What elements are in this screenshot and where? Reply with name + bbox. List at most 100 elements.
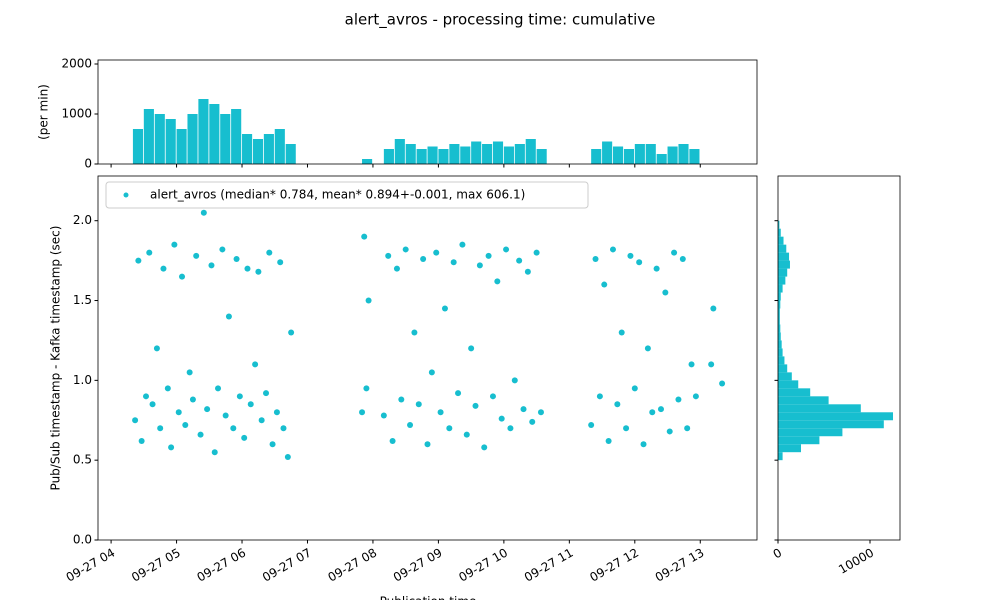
- hist-bar: [778, 404, 861, 413]
- y-tick-label: 1.0: [73, 373, 92, 387]
- hist-bar: [154, 114, 165, 164]
- scatter-point: [424, 441, 431, 448]
- x-tick-label: 10000: [836, 546, 876, 577]
- hist-bar: [231, 109, 242, 164]
- scatter-point: [485, 252, 492, 259]
- scatter-point: [160, 265, 167, 272]
- scatter-point: [153, 345, 160, 352]
- y-axis-label: Pub/Sub timestamp - Kafka timestamp (sec…: [49, 226, 63, 491]
- scatter-point: [258, 417, 265, 424]
- scatter-point: [222, 412, 229, 419]
- scatter-point: [476, 262, 483, 269]
- hist-bar: [460, 146, 471, 164]
- hist-bar: [438, 149, 449, 164]
- scatter-point: [489, 393, 496, 400]
- legend-label: alert_avros (median* 0.784, mean* 0.894+…: [150, 188, 525, 202]
- scatter-point: [459, 241, 466, 248]
- hist-bar: [514, 144, 525, 164]
- y-tick-label: 2.0: [73, 213, 92, 227]
- hist-bar: [778, 300, 781, 309]
- y-tick-label: 0.0: [73, 533, 92, 547]
- y-tick-label: 1000: [61, 107, 92, 121]
- scatter-point: [171, 241, 178, 248]
- hist-bar: [503, 146, 514, 164]
- scatter-point: [631, 385, 638, 392]
- hist-bar: [689, 149, 700, 164]
- scatter-point: [273, 409, 280, 416]
- scatter-point: [411, 329, 418, 336]
- scatter-point: [601, 281, 608, 288]
- hist-bar: [482, 144, 493, 164]
- hist-bar: [778, 388, 811, 397]
- hist-bar: [778, 268, 788, 277]
- scatter-point: [211, 449, 218, 456]
- scatter-point: [389, 438, 396, 445]
- hist-bar: [778, 372, 792, 381]
- scatter-point: [225, 313, 232, 320]
- hist-bar: [778, 324, 781, 333]
- x-tick-label: 09-27 10: [456, 546, 510, 585]
- hist-bar: [667, 146, 678, 164]
- x-tick-label: 09-27 07: [260, 546, 314, 585]
- scatter-point: [588, 422, 595, 429]
- hist-bar: [778, 364, 788, 373]
- scatter-point: [481, 444, 488, 451]
- hist-bar: [778, 292, 781, 301]
- scatter-point: [537, 409, 544, 416]
- scatter-point: [132, 417, 139, 424]
- scatter-point: [708, 361, 715, 368]
- scatter-point: [380, 412, 387, 419]
- scatter-point: [219, 246, 226, 253]
- scatter-point: [662, 289, 669, 296]
- scatter-point: [284, 453, 291, 460]
- scatter-point: [472, 402, 479, 409]
- scatter-point: [503, 246, 510, 253]
- scatter-point: [288, 329, 295, 336]
- scatter-point: [524, 268, 531, 275]
- scatter-point: [186, 369, 193, 376]
- scatter-point: [450, 259, 457, 266]
- scatter-point: [627, 252, 634, 259]
- hist-bar: [778, 276, 786, 285]
- x-tick-label: 09-27 08: [325, 546, 379, 585]
- scatter-point: [433, 249, 440, 256]
- hist-bar: [591, 149, 602, 164]
- scatter-point: [247, 401, 254, 408]
- hist-bar: [263, 134, 274, 164]
- hist-bar: [242, 134, 253, 164]
- axes-frame: [777, 175, 901, 541]
- hist-bar: [778, 444, 802, 453]
- x-axis-label: Publication time: [380, 595, 477, 600]
- scatter-point: [255, 268, 262, 275]
- scatter-point: [393, 265, 400, 272]
- scatter-point: [657, 406, 664, 413]
- y-tick-label: 0: [84, 157, 92, 171]
- scatter-point: [679, 256, 686, 263]
- scatter-point: [420, 256, 427, 263]
- scatter-point: [415, 401, 422, 408]
- hist-bar: [778, 348, 783, 357]
- scatter-point: [182, 422, 189, 429]
- scatter-point: [511, 377, 518, 384]
- hist-bar: [187, 114, 198, 164]
- hist-bar: [471, 141, 482, 164]
- hist-bar: [778, 452, 783, 461]
- scatter-point: [168, 444, 175, 451]
- hist-bar: [623, 149, 635, 164]
- hist-bar: [525, 139, 536, 164]
- x-tick-label: 09-27 13: [653, 546, 707, 585]
- scatter-point: [463, 431, 470, 438]
- scatter-point: [507, 425, 514, 432]
- scatter-point: [529, 418, 536, 425]
- scatter-point: [149, 401, 156, 408]
- hist-bar: [656, 154, 667, 164]
- scatter-point: [244, 265, 251, 272]
- hist-bar: [492, 141, 504, 164]
- y-tick-label: 2000: [61, 57, 92, 71]
- hist-bar: [394, 139, 405, 164]
- hist-bar: [132, 129, 144, 164]
- hist-bar: [602, 141, 613, 164]
- scatter-point: [269, 441, 276, 448]
- hist-bar: [449, 144, 460, 164]
- scatter-point: [143, 393, 150, 400]
